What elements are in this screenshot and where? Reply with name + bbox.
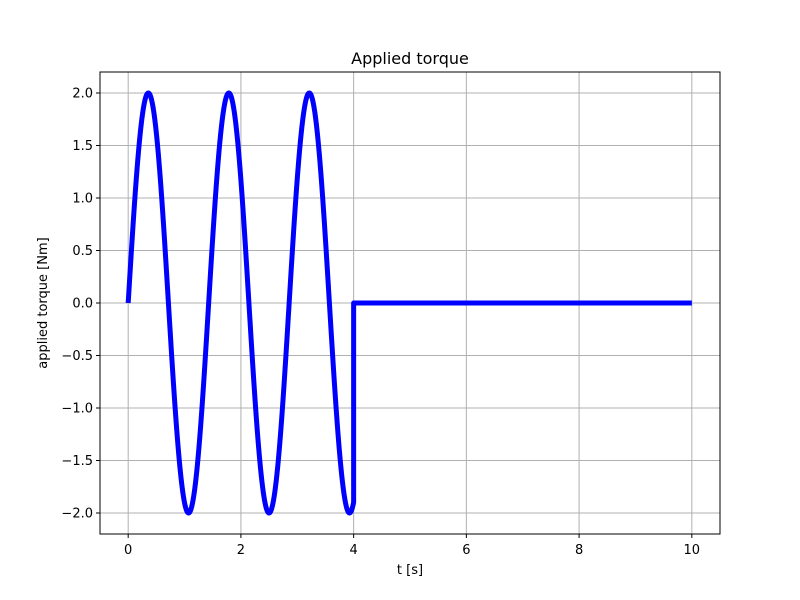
chart-title: Applied torque	[351, 49, 469, 68]
y-tick-label: −1.5	[61, 454, 93, 469]
y-tick-label: 1.5	[72, 139, 93, 154]
x-axis: 0 2 4 6 8 10	[124, 534, 700, 558]
y-tick-label: 0.0	[72, 297, 93, 312]
y-tick-label: −0.5	[61, 349, 93, 364]
x-tick-label: 8	[575, 543, 583, 558]
x-tick-label: 10	[684, 543, 701, 558]
y-axis-label: applied torque [Nm]	[36, 237, 51, 368]
y-tick-label: −2.0	[61, 507, 93, 522]
x-tick-label: 4	[349, 543, 357, 558]
x-tick-label: 2	[237, 543, 245, 558]
y-tick-label: −1.0	[61, 402, 93, 417]
x-tick-label: 0	[124, 543, 132, 558]
y-axis: −2.0 −1.5 −1.0 −0.5 0.0 0.5 1.0 1.5 2.0	[61, 87, 100, 522]
torque-line	[125, 90, 692, 516]
y-tick-label: 0.5	[72, 244, 93, 259]
x-axis-label: t [s]	[397, 563, 423, 578]
y-tick-label: 1.0	[72, 192, 93, 207]
x-tick-label: 6	[462, 543, 470, 558]
y-tick-label: 2.0	[72, 87, 93, 102]
series-layer	[125, 90, 692, 516]
